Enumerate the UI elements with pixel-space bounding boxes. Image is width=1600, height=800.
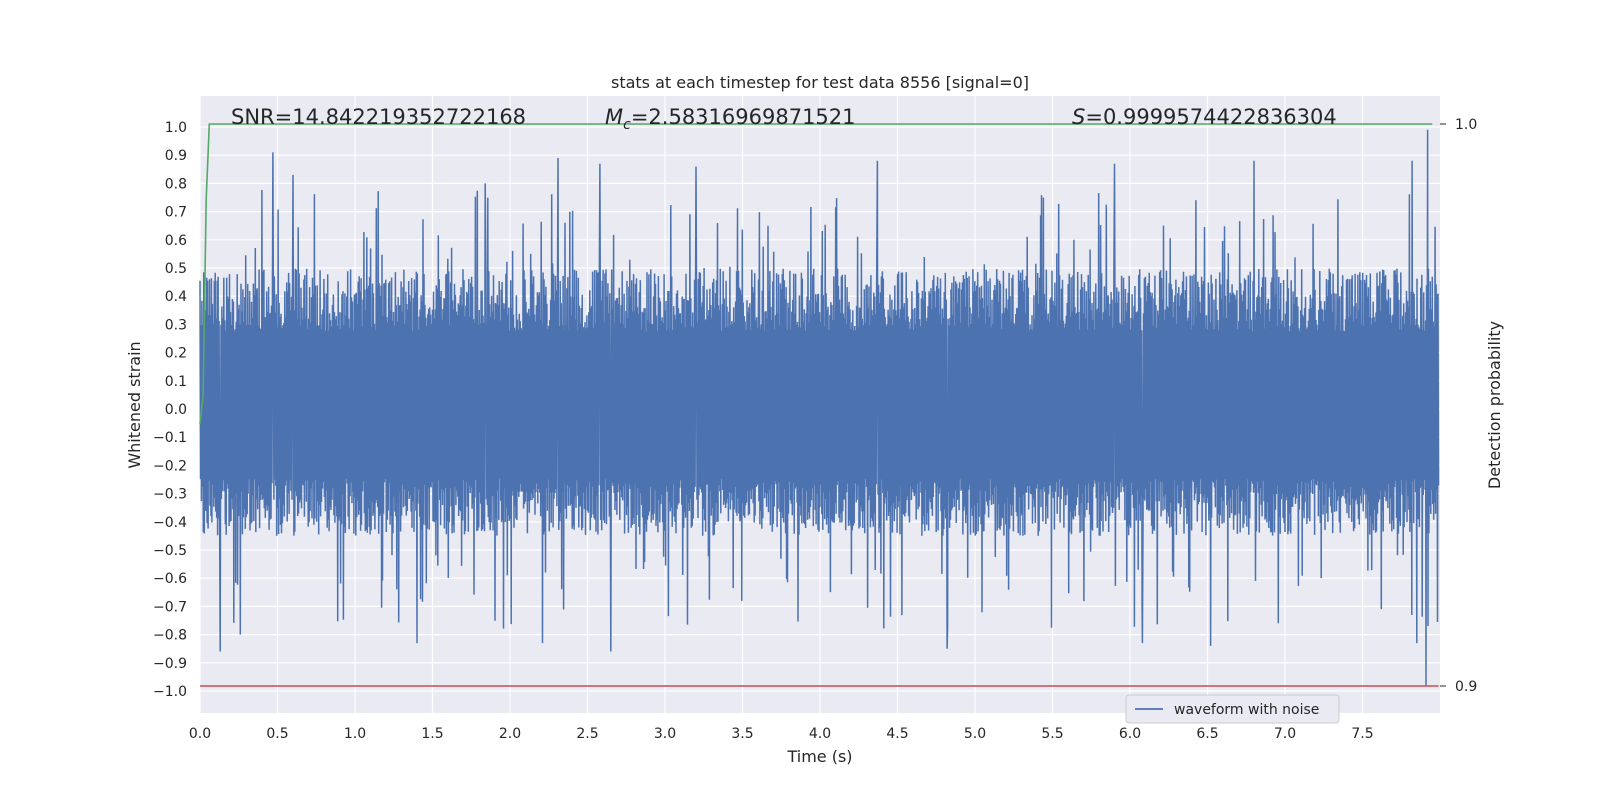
x-tick-label: 5.5 — [1041, 726, 1063, 742]
y2-axis-ticks: 1.0 0.9 — [1440, 117, 1477, 695]
y-tick-label: 0.9 — [165, 148, 187, 164]
x-tick-label: 7.0 — [1274, 726, 1296, 742]
detection-statistic-symbol: S — [1072, 105, 1085, 129]
x-tick-label: 4.5 — [886, 726, 908, 742]
detection-statistic-annotation: S=0.9999574422836304 — [1072, 105, 1337, 129]
x-tick-label: 3.5 — [731, 726, 753, 742]
legend-box — [1125, 694, 1340, 724]
y-tick-label: −0.8 — [153, 628, 187, 644]
y-tick-label: −0.5 — [153, 543, 187, 559]
y-axis-title: Whitened strain — [125, 341, 144, 468]
y-tick-label: 0.4 — [165, 289, 187, 305]
x-tick-label: 5.0 — [964, 726, 986, 742]
y-tick-label: 0.0 — [165, 402, 187, 418]
chirp-mass-value: =2.58316969871521 — [631, 105, 856, 129]
x-axis-ticks: 0.0 0.5 1.0 1.5 2.0 2.5 3.0 3.5 4.0 4.5 5.0 5.5 6.0 6… — [189, 726, 1374, 742]
x-axis-title: Time (s) — [786, 747, 852, 766]
y2-tick-label: 0.9 — [1455, 679, 1477, 695]
y-tick-label: −0.4 — [153, 515, 187, 531]
series-line-detection-probability — [199, 123, 1433, 425]
y-tick-label: −1.0 — [153, 684, 187, 700]
x-tick-label: 1.0 — [344, 726, 366, 742]
x-tick-label: 2.5 — [576, 726, 598, 742]
y2-axis-title: Detection probability — [1485, 321, 1504, 489]
series-layer — [199, 123, 1440, 687]
chirp-mass-subscript: c — [623, 117, 631, 133]
y-axis-ticks: 1.0 0.9 0.8 0.7 0.6 0.5 0.4 0.3 0.2 0.1 0.0 −0.1 −0.… — [153, 120, 187, 700]
y-tick-label: 0.5 — [165, 261, 187, 277]
y-tick-label: 0.8 — [165, 176, 187, 192]
x-tick-label: 4.0 — [809, 726, 831, 742]
y-tick-label: −0.2 — [153, 458, 187, 474]
x-tick-label: 7.5 — [1351, 726, 1373, 742]
chart-title: stats at each timestep for test data 855… — [611, 73, 1029, 92]
x-tick-label: 6.5 — [1196, 726, 1218, 742]
snr-annotation: SNR=14.842219352722168 — [231, 105, 526, 129]
chirp-mass-symbol: M — [605, 105, 623, 129]
y-tick-label: 0.7 — [165, 205, 187, 221]
x-tick-label: 0.0 — [189, 726, 211, 742]
y-tick-label: −0.7 — [153, 599, 187, 615]
legend-label-waveform: waveform with noise — [1174, 702, 1319, 718]
x-tick-label: 2.0 — [499, 726, 521, 742]
x-tick-label: 1.5 — [421, 726, 443, 742]
y-tick-label: 1.0 — [165, 120, 187, 136]
y-tick-label: 0.6 — [165, 233, 187, 249]
x-tick-label: 3.0 — [654, 726, 676, 742]
y-tick-label: −0.9 — [153, 656, 187, 672]
y-tick-label: −0.3 — [153, 487, 187, 503]
x-tick-label: 6.0 — [1119, 726, 1141, 742]
y-tick-label: −0.6 — [153, 571, 187, 587]
x-tick-label: 0.5 — [266, 726, 288, 742]
series-line-waveform — [199, 129, 1440, 686]
y2-tick-label: 1.0 — [1455, 117, 1477, 133]
legend: waveform with noise — [1125, 694, 1340, 724]
chirp-mass-annotation: Mc=2.58316969871521 — [605, 105, 856, 133]
y-tick-label: −0.1 — [153, 430, 187, 446]
y-tick-label: 0.2 — [165, 346, 187, 362]
y-tick-label: 0.1 — [165, 374, 187, 390]
y-tick-label: 0.3 — [165, 317, 187, 333]
detection-statistic-value: =0.9999574422836304 — [1085, 105, 1336, 129]
